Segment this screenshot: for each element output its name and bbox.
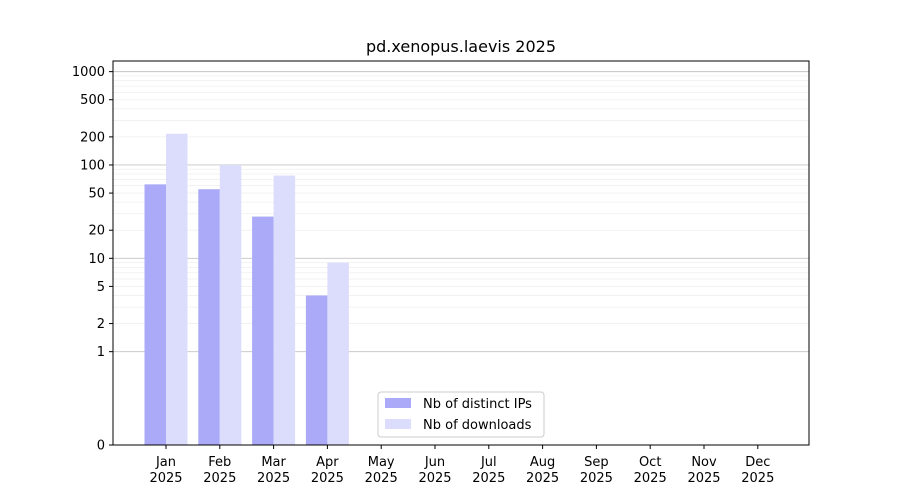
x-tick-year: 2025 bbox=[741, 471, 774, 486]
x-tick-year: 2025 bbox=[580, 471, 613, 486]
x-tick-month: Nov bbox=[691, 455, 717, 470]
y-tick-label: 10 bbox=[88, 252, 105, 267]
bar-ips bbox=[252, 216, 274, 445]
bar-ips bbox=[144, 184, 166, 445]
x-tick-year: 2025 bbox=[257, 471, 290, 486]
x-tick-year: 2025 bbox=[418, 471, 451, 486]
x-tick-month: Apr bbox=[316, 455, 339, 470]
legend-swatch bbox=[385, 398, 411, 408]
x-tick-year: 2025 bbox=[687, 471, 720, 486]
x-tick-month: Dec bbox=[745, 455, 770, 470]
x-tick-month: May bbox=[368, 455, 395, 470]
x-tick-month: Feb bbox=[208, 455, 231, 470]
y-tick-label: 2 bbox=[97, 317, 105, 332]
y-axis: 0 1 2 5 10 20 50 100 200 500 1000 bbox=[72, 65, 113, 454]
bars bbox=[144, 133, 349, 446]
legend: Nb of distinct IPs Nb of downloads bbox=[377, 391, 545, 438]
bar-downloads bbox=[219, 164, 242, 446]
y-tick-label: 500 bbox=[80, 93, 105, 108]
plot-frame bbox=[112, 60, 810, 446]
bar-downloads bbox=[166, 133, 188, 445]
x-tick-month: Sep bbox=[584, 455, 609, 470]
legend-swatch bbox=[385, 419, 411, 429]
y-tick-label: 1000 bbox=[72, 65, 105, 80]
x-tick-year: 2025 bbox=[311, 471, 344, 486]
bar-downloads bbox=[327, 262, 349, 445]
x-tick-year: 2025 bbox=[203, 471, 236, 486]
bar-ips bbox=[305, 295, 328, 445]
y-tick-label: 1 bbox=[97, 345, 105, 360]
x-tick-month: Jun bbox=[424, 455, 445, 470]
x-tick-year: 2025 bbox=[526, 471, 559, 486]
y-tick-label: 0 bbox=[97, 439, 105, 454]
y-tick-label: 100 bbox=[80, 158, 105, 173]
y-tick-label: 20 bbox=[88, 224, 105, 239]
x-tick-month: Oct bbox=[639, 455, 661, 470]
x-tick-year: 2025 bbox=[472, 471, 505, 486]
y-tick-label: 5 bbox=[97, 280, 105, 295]
x-tick-month: Mar bbox=[261, 455, 286, 470]
legend-label: Nb of downloads bbox=[423, 418, 532, 433]
legend-label: Nb of distinct IPs bbox=[423, 397, 532, 412]
x-axis: Jan2025Feb2025Mar2025Apr2025May2025Jun20… bbox=[149, 445, 774, 486]
y-tick-label: 200 bbox=[80, 130, 105, 145]
x-tick-year: 2025 bbox=[634, 471, 667, 486]
x-tick-year: 2025 bbox=[149, 471, 182, 486]
x-tick-year: 2025 bbox=[365, 471, 398, 486]
bar-ips bbox=[198, 189, 220, 445]
chart-title: pd.xenopus.laevis 2025 bbox=[366, 37, 556, 56]
bar-downloads bbox=[273, 175, 296, 445]
x-tick-month: Jan bbox=[155, 455, 176, 470]
legend-box bbox=[377, 391, 545, 438]
y-tick-label: 50 bbox=[88, 187, 105, 202]
x-tick-month: Jul bbox=[480, 455, 497, 470]
x-tick-month: Aug bbox=[530, 455, 555, 470]
